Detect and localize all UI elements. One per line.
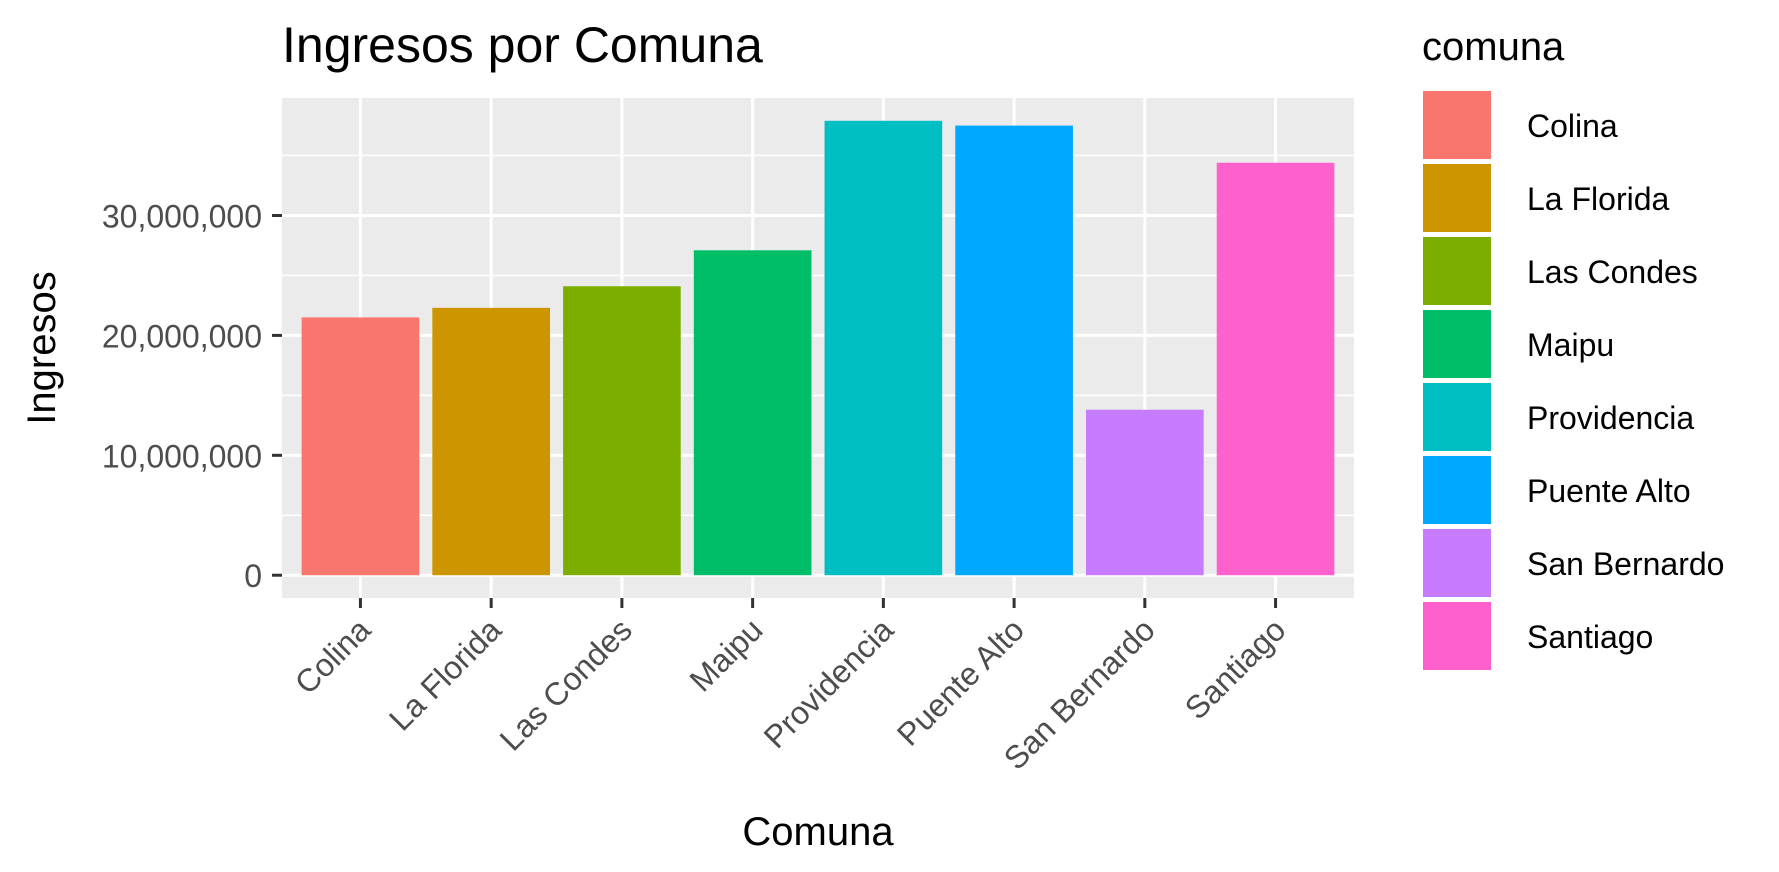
legend-label: Colina	[1527, 108, 1618, 144]
legend-label: Puente Alto	[1527, 473, 1691, 509]
bars	[301, 120, 1335, 576]
bar-las-condes	[563, 286, 681, 576]
legend-label: Providencia	[1527, 400, 1694, 436]
bar-providencia	[824, 120, 943, 576]
bar-santiago	[1216, 162, 1335, 576]
legend-key	[1421, 381, 1493, 453]
legend-label: La Florida	[1527, 181, 1670, 217]
x-tick-label: Las Condes	[493, 611, 639, 757]
y-axis-title: Ingresos	[20, 271, 64, 424]
x-tick-label: Providencia	[757, 611, 901, 755]
legend-key	[1421, 454, 1493, 526]
legend-key	[1421, 89, 1493, 161]
legend-label: Santiago	[1527, 619, 1653, 655]
legend-label: Las Condes	[1527, 254, 1698, 290]
legend-label: San Bernardo	[1527, 546, 1724, 582]
x-tick-label: Maipu	[682, 611, 769, 698]
x-tick-label: Santiago	[1178, 611, 1293, 726]
y-tick-label: 10,000,000	[102, 438, 262, 474]
legend-key	[1421, 235, 1493, 307]
x-tick-label: La Florida	[382, 611, 508, 737]
y-tick-label: 30,000,000	[102, 199, 262, 235]
x-tick-label: Colina	[288, 611, 378, 701]
bar-maipu	[693, 250, 812, 576]
x-tick-label: Puente Alto	[890, 611, 1031, 752]
legend-key	[1421, 162, 1493, 234]
y-tick-label: 0	[244, 558, 262, 594]
legend-key	[1421, 600, 1493, 672]
legend-key	[1421, 308, 1493, 380]
bar-san-bernardo	[1086, 409, 1204, 576]
x-axis-title: Comuna	[742, 810, 894, 854]
bar-la-florida	[432, 307, 550, 576]
y-tick-label: 20,000,000	[102, 318, 262, 354]
bar-colina	[301, 317, 420, 576]
legend: Colina La Florida Las Condes Maipu Providenc…	[1421, 89, 1724, 672]
legend-key	[1421, 527, 1493, 599]
chart-title: Ingresos por Comuna	[282, 17, 763, 73]
legend-label: Maipu	[1527, 327, 1614, 363]
bar-puente-alto	[955, 125, 1073, 576]
legend-title: comuna	[1422, 25, 1565, 69]
y-axis: 0 10,000,000 20,000,000 30,000,000	[102, 199, 282, 594]
